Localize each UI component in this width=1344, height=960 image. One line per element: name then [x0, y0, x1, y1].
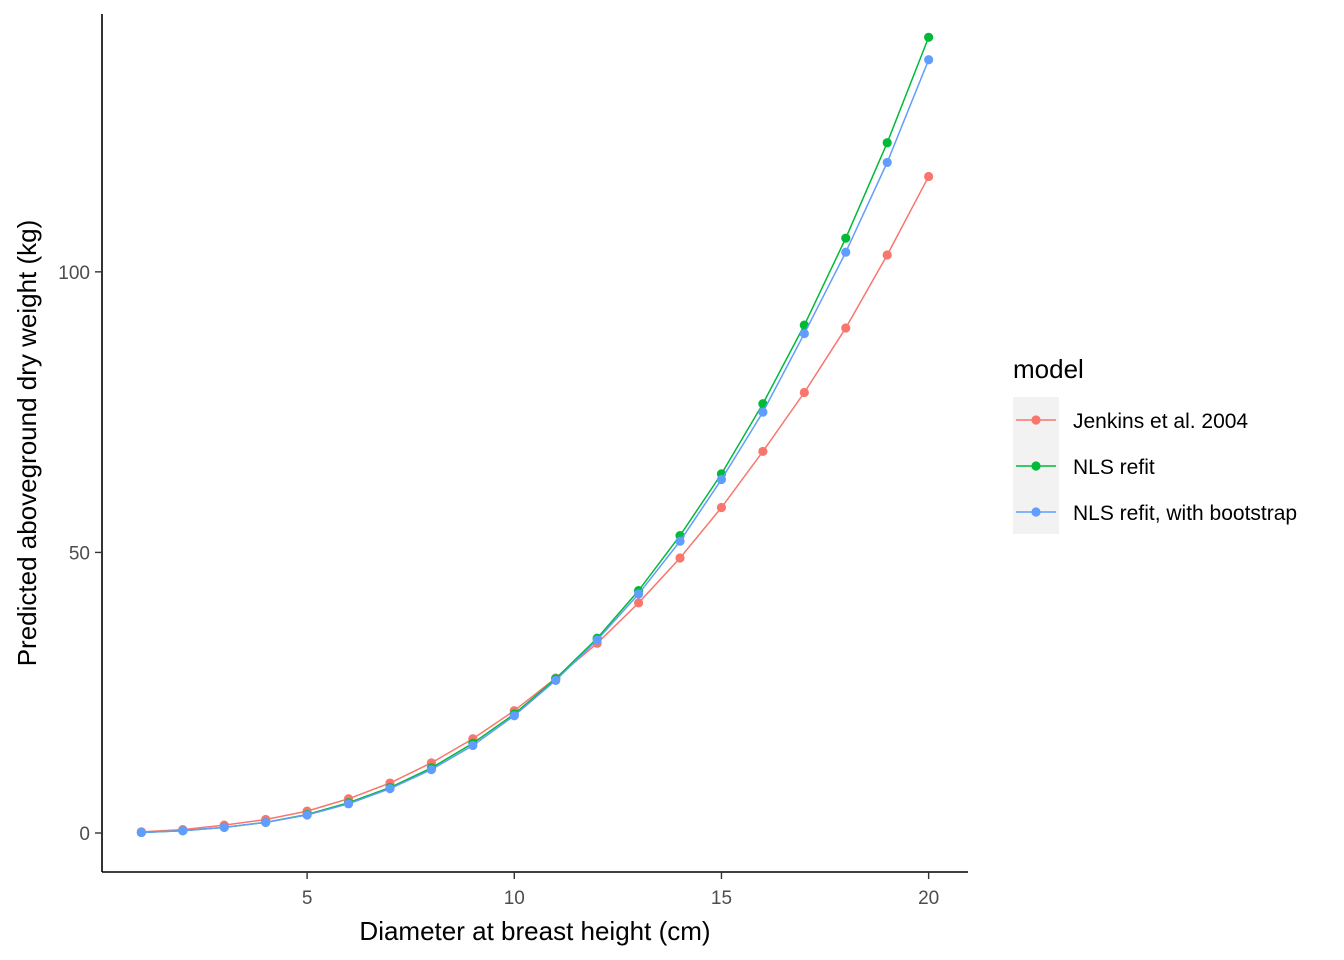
- series-line: [141, 59, 930, 834]
- data-point: [136, 827, 146, 838]
- series-0: [136, 171, 934, 837]
- data-point: [882, 250, 892, 260]
- y-tick-label: 100: [58, 263, 90, 284]
- legend-items: Jenkins et al. 2004 NLS refit NLS refit, w…: [1016, 410, 1297, 525]
- y-axis-title: Predicted aboveground dry weight (kg): [12, 220, 42, 667]
- legend-label: NLS refit, with bootstrap: [1073, 502, 1297, 525]
- series-1: [136, 32, 934, 838]
- data-point: [261, 817, 271, 827]
- data-point: [633, 589, 644, 599]
- legend-label: NLS refit: [1073, 456, 1155, 479]
- data-point: [468, 740, 478, 751]
- x-axis-title: Diameter at breast height (cm): [359, 916, 710, 946]
- data-point: [799, 328, 809, 339]
- x-tick-label: 20: [918, 888, 939, 909]
- series-2: [136, 55, 934, 838]
- data-point: [924, 171, 934, 182]
- data-point: [716, 502, 727, 513]
- legend: model Jenkins et al. 2004 NLS refit NLS re…: [1013, 354, 1297, 534]
- data-point: [758, 446, 768, 457]
- data-point: [924, 32, 934, 42]
- x-tick-label: 10: [504, 888, 525, 909]
- legend-item: Jenkins et al. 2004: [1016, 410, 1248, 433]
- data-point: [551, 675, 561, 685]
- data-point: [841, 233, 851, 243]
- data-point: [716, 474, 727, 485]
- data-point: [882, 157, 892, 168]
- legend-title: model: [1013, 354, 1084, 384]
- data-point: [924, 55, 934, 65]
- legend-label: Jenkins et al. 2004: [1073, 410, 1248, 433]
- data-point: [219, 822, 229, 832]
- ticks: 5 10 15 20 0 50 100: [58, 263, 939, 909]
- data-point: [633, 598, 644, 608]
- series-layer: [136, 32, 934, 838]
- y-tick-label: 0: [79, 824, 90, 845]
- legend-item: NLS refit: [1016, 456, 1155, 479]
- axes: [101, 14, 968, 873]
- legend-key-point: [1031, 415, 1041, 425]
- legend-key-point: [1031, 461, 1041, 471]
- data-point: [841, 247, 851, 257]
- data-point: [841, 323, 851, 333]
- legend-key-point: [1031, 507, 1041, 517]
- series-line: [141, 176, 930, 833]
- data-point: [178, 826, 188, 836]
- x-tick-label: 5: [302, 888, 313, 909]
- data-point: [592, 635, 602, 645]
- data-point: [385, 784, 395, 794]
- x-tick-label: 15: [711, 888, 732, 909]
- data-point: [758, 407, 768, 417]
- data-point: [675, 536, 685, 546]
- data-point: [799, 387, 809, 398]
- legend-item: NLS refit, with bootstrap: [1016, 502, 1297, 525]
- data-point: [758, 399, 768, 409]
- data-point: [343, 799, 354, 809]
- data-point: [509, 711, 519, 721]
- data-point: [675, 553, 685, 563]
- data-point: [426, 764, 437, 775]
- data-point: [302, 810, 312, 820]
- series-line: [141, 37, 930, 834]
- data-point: [882, 138, 892, 148]
- y-tick-label: 50: [69, 543, 90, 564]
